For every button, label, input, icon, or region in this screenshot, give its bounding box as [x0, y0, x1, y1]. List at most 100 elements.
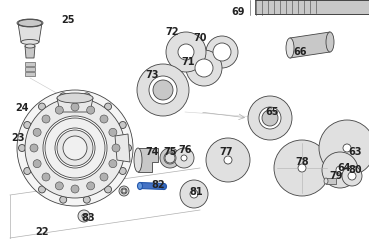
Circle shape: [109, 160, 117, 168]
Ellipse shape: [324, 178, 328, 184]
Circle shape: [71, 185, 79, 193]
Ellipse shape: [162, 183, 166, 189]
Circle shape: [43, 116, 107, 180]
Circle shape: [336, 166, 344, 174]
Polygon shape: [255, 0, 369, 14]
Circle shape: [213, 43, 231, 61]
Circle shape: [82, 214, 86, 218]
Circle shape: [83, 196, 90, 203]
Circle shape: [206, 138, 250, 182]
Text: 63: 63: [348, 147, 362, 157]
Text: 70: 70: [193, 33, 207, 43]
Circle shape: [55, 128, 95, 168]
Circle shape: [166, 32, 206, 72]
Text: 71: 71: [181, 57, 195, 67]
Circle shape: [38, 103, 45, 110]
Circle shape: [71, 103, 79, 111]
Circle shape: [60, 196, 67, 203]
Circle shape: [124, 144, 131, 151]
Circle shape: [224, 156, 232, 164]
Circle shape: [87, 182, 95, 190]
Text: 78: 78: [295, 157, 309, 167]
Circle shape: [104, 103, 111, 110]
Ellipse shape: [138, 182, 142, 189]
Circle shape: [181, 155, 187, 161]
Circle shape: [160, 148, 180, 168]
Circle shape: [137, 64, 189, 116]
Circle shape: [153, 80, 173, 100]
Circle shape: [180, 180, 208, 208]
Circle shape: [60, 93, 67, 100]
Text: 83: 83: [81, 213, 95, 223]
Text: 77: 77: [219, 147, 233, 157]
Ellipse shape: [57, 93, 93, 103]
Circle shape: [112, 144, 120, 152]
Text: 23: 23: [11, 133, 25, 143]
Polygon shape: [25, 72, 35, 76]
Ellipse shape: [25, 44, 35, 48]
Circle shape: [165, 153, 175, 163]
Text: 76: 76: [178, 145, 192, 155]
Circle shape: [17, 90, 133, 206]
Text: 80: 80: [348, 165, 362, 175]
Text: 66: 66: [293, 47, 307, 57]
Text: 74: 74: [145, 147, 159, 157]
Circle shape: [45, 118, 105, 178]
Circle shape: [42, 173, 50, 181]
Polygon shape: [115, 134, 130, 162]
Circle shape: [30, 144, 38, 152]
Circle shape: [348, 172, 356, 180]
Ellipse shape: [134, 148, 142, 172]
Circle shape: [178, 44, 194, 60]
Circle shape: [342, 166, 362, 186]
Circle shape: [55, 106, 63, 114]
Text: 73: 73: [145, 70, 159, 80]
Circle shape: [42, 115, 50, 123]
Circle shape: [100, 173, 108, 181]
Circle shape: [109, 128, 117, 136]
Circle shape: [319, 120, 369, 176]
Circle shape: [100, 115, 108, 123]
Circle shape: [63, 136, 87, 160]
Text: 64: 64: [337, 163, 351, 173]
Polygon shape: [138, 148, 158, 172]
Circle shape: [83, 93, 90, 100]
Circle shape: [206, 36, 238, 68]
Circle shape: [18, 144, 25, 151]
Circle shape: [104, 186, 111, 193]
Circle shape: [343, 144, 351, 152]
Polygon shape: [57, 98, 93, 112]
Circle shape: [274, 140, 330, 196]
Circle shape: [121, 188, 127, 194]
Ellipse shape: [286, 38, 294, 58]
Circle shape: [57, 130, 93, 166]
Polygon shape: [326, 178, 336, 184]
Circle shape: [262, 110, 278, 126]
Circle shape: [248, 96, 292, 140]
Circle shape: [164, 152, 176, 164]
Circle shape: [119, 167, 126, 174]
Circle shape: [119, 121, 126, 129]
Polygon shape: [25, 67, 35, 71]
Circle shape: [186, 50, 222, 86]
Circle shape: [87, 106, 95, 114]
Circle shape: [33, 128, 41, 136]
Polygon shape: [25, 46, 35, 58]
Circle shape: [174, 148, 194, 168]
Circle shape: [38, 186, 45, 193]
Polygon shape: [290, 32, 330, 58]
Circle shape: [190, 190, 198, 198]
Text: 81: 81: [189, 187, 203, 197]
Circle shape: [298, 164, 306, 172]
Ellipse shape: [18, 20, 42, 27]
Text: 72: 72: [165, 27, 179, 37]
Circle shape: [119, 186, 129, 196]
Circle shape: [322, 152, 358, 188]
Polygon shape: [25, 62, 35, 66]
Text: 24: 24: [15, 103, 29, 113]
Text: 25: 25: [61, 15, 75, 25]
Text: 69: 69: [231, 7, 245, 17]
Text: 22: 22: [35, 227, 49, 237]
Polygon shape: [140, 182, 164, 189]
Text: 79: 79: [329, 171, 343, 181]
